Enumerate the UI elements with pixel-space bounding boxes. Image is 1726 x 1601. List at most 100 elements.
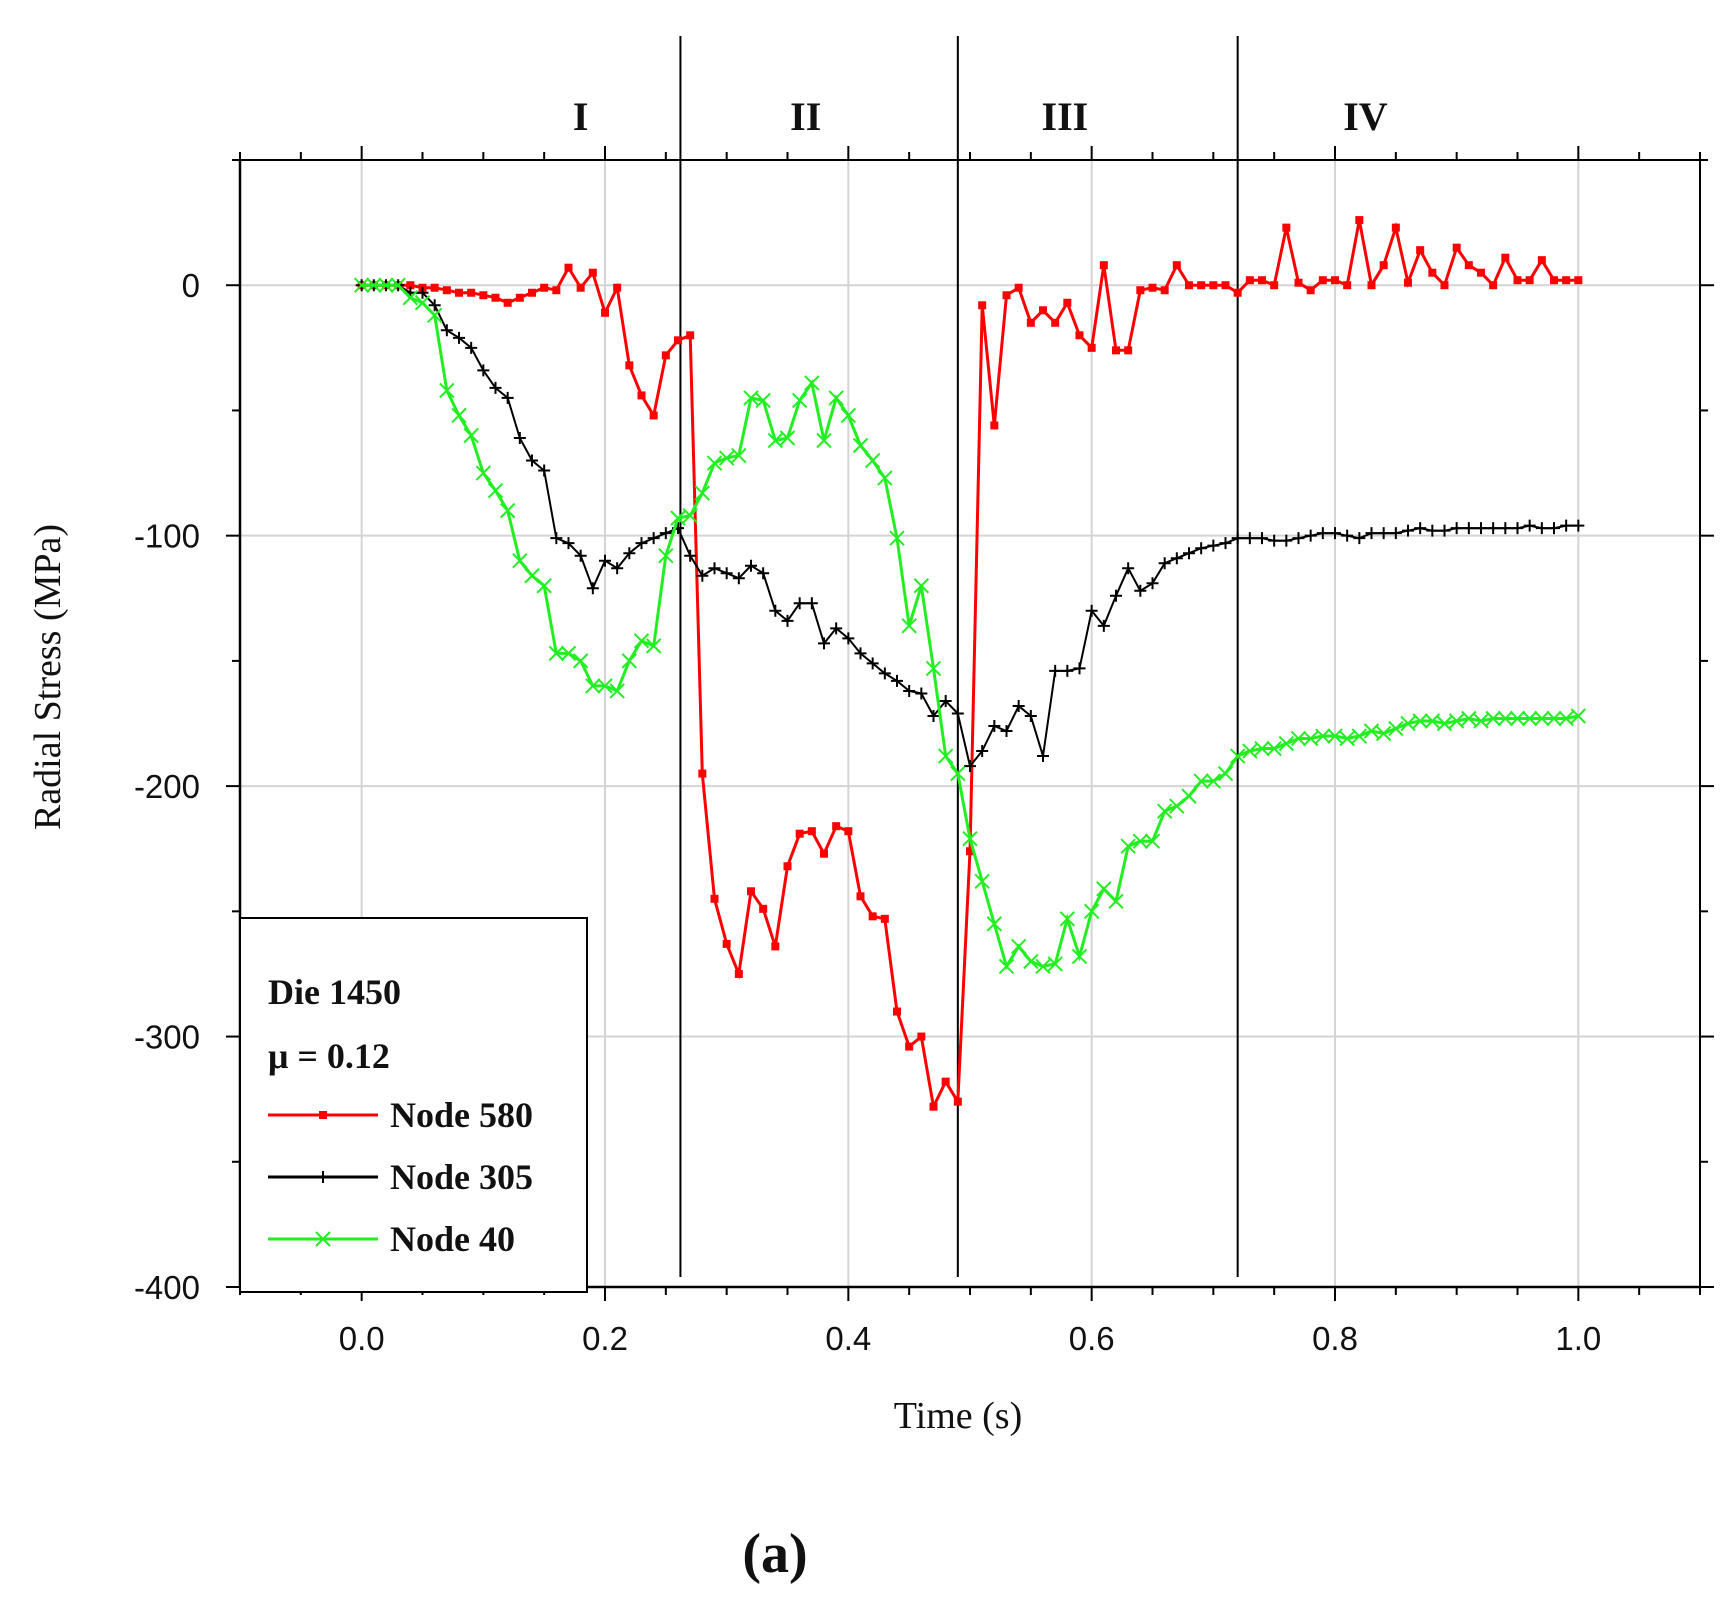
data-point-node-305 — [793, 597, 806, 610]
data-point-node-40 — [1010, 938, 1027, 955]
data-point-node-305 — [1414, 522, 1427, 535]
y-axis-title: Radial Stress (MPa) — [27, 524, 69, 830]
data-point-node-40 — [597, 678, 613, 694]
data-point-node-40 — [877, 470, 893, 486]
data-point-node-40 — [682, 507, 698, 524]
data-point-node-40 — [1229, 748, 1246, 764]
data-point-node-580 — [941, 1077, 950, 1086]
data-point-node-40 — [1254, 740, 1270, 757]
data-point-node-580 — [613, 283, 622, 292]
data-point-node-40 — [1156, 803, 1173, 819]
data-point-node-305 — [854, 647, 867, 660]
data-point-node-580 — [455, 288, 463, 297]
data-point-node-40 — [1436, 715, 1453, 732]
data-point-node-305 — [1049, 664, 1062, 677]
data-point-node-580 — [1112, 346, 1120, 355]
data-point-node-40 — [1193, 773, 1209, 789]
data-point-node-305 — [781, 614, 794, 627]
data-point-node-305 — [428, 299, 441, 312]
phase-label-ii: II — [790, 94, 821, 139]
data-point-node-40 — [731, 447, 747, 464]
legend-label-node-305: Node 305 — [390, 1157, 533, 1197]
data-point-node-305 — [550, 532, 563, 545]
data-point-node-580 — [1525, 276, 1534, 285]
data-point-node-580 — [467, 288, 476, 297]
legend-marker-node-40 — [315, 1231, 331, 1247]
data-point-node-580 — [1051, 318, 1060, 327]
data-point-node-40 — [974, 873, 990, 889]
data-point-node-580 — [1306, 286, 1315, 295]
data-point-node-305 — [720, 567, 733, 580]
data-point-node-305 — [878, 667, 891, 680]
x-tick-label-4: 0.8 — [1312, 1320, 1358, 1357]
data-point-node-40 — [633, 633, 650, 649]
data-point-node-40 — [645, 638, 662, 654]
data-point-node-40 — [998, 958, 1015, 975]
data-point-node-40 — [718, 450, 735, 466]
y-tick-label-1: -100 — [134, 518, 200, 555]
data-point-node-305 — [1085, 604, 1098, 617]
data-point-node-305 — [440, 324, 453, 337]
data-point-node-580 — [856, 892, 865, 901]
data-point-node-305 — [1292, 532, 1305, 545]
data-point-node-580 — [1002, 291, 1011, 300]
data-point-node-580 — [1136, 286, 1145, 295]
data-point-node-40 — [609, 683, 625, 699]
series-line-node-305 — [361, 284, 1579, 769]
data-point-node-580 — [917, 1032, 926, 1041]
data-point-node-580 — [880, 914, 889, 923]
data-point-node-40 — [1120, 838, 1136, 854]
data-point-node-305 — [1037, 750, 1049, 763]
data-point-node-580 — [552, 286, 561, 295]
data-point-node-305 — [599, 554, 611, 567]
data-point-node-40 — [1132, 833, 1149, 849]
data-point-node-305 — [976, 745, 989, 758]
data-point-node-40 — [536, 578, 552, 594]
data-point-node-305 — [1243, 532, 1256, 545]
data-point-node-305 — [489, 381, 502, 394]
data-point-node-580 — [540, 283, 549, 292]
data-point-node-580 — [1501, 253, 1510, 262]
data-point-node-305 — [684, 549, 697, 562]
legend-marker-node-305 — [317, 1171, 329, 1183]
data-point-node-40 — [524, 568, 540, 584]
data-point-node-305 — [939, 694, 952, 707]
data-point-node-40 — [1266, 740, 1282, 757]
data-point-node-580 — [661, 351, 670, 360]
x-tick-label-0: 0.0 — [339, 1320, 385, 1357]
data-point-node-40 — [816, 432, 832, 449]
legend-label-node-40: Node 40 — [390, 1219, 515, 1259]
data-point-node-40 — [1351, 728, 1368, 744]
data-point-node-305 — [1219, 537, 1232, 550]
data-point-node-305 — [635, 537, 648, 550]
data-point-node-40 — [1424, 713, 1441, 729]
data-point-node-580 — [844, 827, 853, 836]
data-point-node-580 — [1343, 281, 1352, 290]
data-point-node-580 — [576, 283, 585, 292]
data-point-node-305 — [1523, 519, 1536, 532]
data-point-node-40 — [804, 375, 820, 391]
data-point-node-305 — [562, 537, 575, 550]
data-point-node-40 — [1083, 903, 1100, 920]
data-point-node-40 — [1181, 788, 1197, 804]
y-tick-label-0: 0 — [182, 267, 200, 304]
data-point-node-40 — [378, 277, 394, 293]
phase-regions: I II III IV — [573, 36, 1388, 1277]
data-point-node-305 — [1535, 522, 1548, 535]
data-point-node-305 — [927, 709, 940, 722]
data-point-node-580 — [1124, 346, 1133, 355]
data-point-node-580 — [588, 268, 597, 277]
data-point-node-40 — [1534, 710, 1550, 727]
phase-label-iii: III — [1042, 94, 1089, 139]
data-point-node-305 — [708, 562, 721, 575]
data-point-node-40 — [512, 553, 528, 569]
data-point-node-305 — [1389, 527, 1402, 540]
data-point-node-580 — [1148, 283, 1157, 292]
data-point-node-40 — [1096, 881, 1112, 897]
data-point-node-40 — [1388, 720, 1404, 737]
data-point-node-40 — [572, 653, 589, 669]
data-point-node-580 — [528, 288, 536, 297]
data-point-node-305 — [586, 582, 599, 595]
data-point-node-580 — [1172, 261, 1181, 270]
